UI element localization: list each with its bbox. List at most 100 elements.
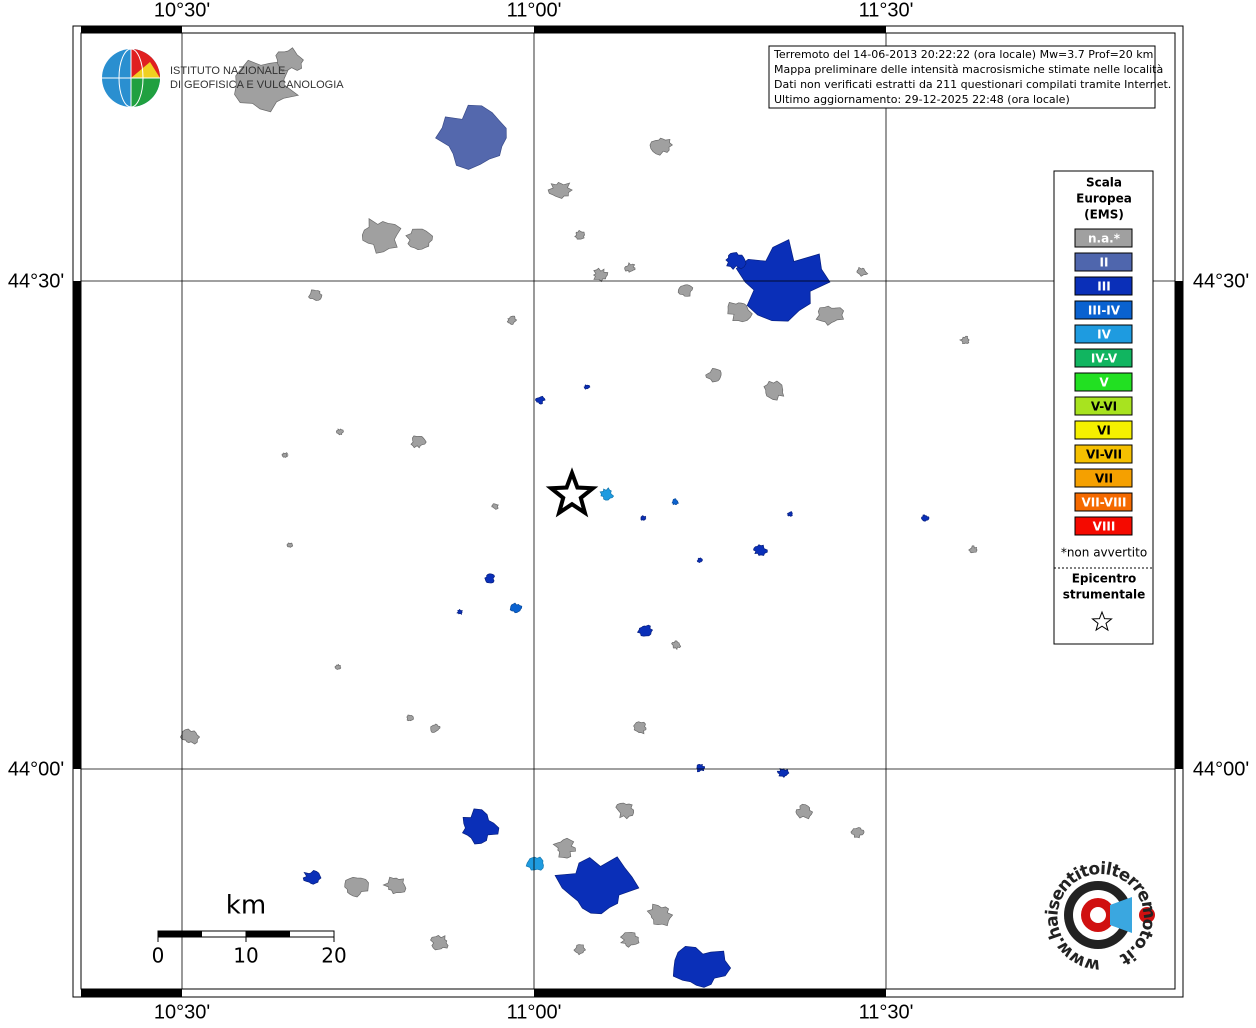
town <box>484 573 495 584</box>
lon-label: 11°00' <box>507 0 562 21</box>
town <box>361 218 402 254</box>
town <box>336 428 344 436</box>
info-box: Terremoto del 14-06-2013 20:22:22 (ora l… <box>768 45 1171 109</box>
town <box>850 827 865 839</box>
town <box>462 808 500 845</box>
town <box>727 301 753 323</box>
scale-bar: km 0 10 20 <box>152 891 347 968</box>
legend-label: VIII <box>1093 520 1116 534</box>
legend-label: V-VI <box>1091 400 1117 414</box>
town <box>856 266 869 277</box>
town <box>959 335 970 345</box>
town <box>615 802 634 820</box>
town <box>302 869 322 885</box>
legend-label: n.a.* <box>1088 232 1121 246</box>
town <box>735 239 831 322</box>
town <box>649 137 673 156</box>
town <box>506 315 518 325</box>
legend-swatch <box>1074 468 1133 488</box>
town <box>430 934 449 951</box>
town <box>763 380 785 401</box>
inner-frame <box>80 32 1176 990</box>
legend: Scala Europea (EMS) *non avvertito Epice… <box>1053 170 1154 645</box>
town <box>599 487 615 501</box>
town <box>677 284 694 297</box>
legend-label: VII <box>1095 472 1113 486</box>
lon-label: 11°00' <box>507 1001 562 1023</box>
info-line: Ultimo aggiornamento: 29-12-2025 22:48 (… <box>774 93 1070 106</box>
town <box>671 640 682 651</box>
legend-label: IV-V <box>1091 352 1118 366</box>
town <box>456 608 463 615</box>
town <box>525 856 544 871</box>
epicenter-symbol <box>1091 610 1113 632</box>
town <box>753 544 768 556</box>
town <box>705 368 722 383</box>
town <box>725 252 747 270</box>
town <box>509 602 523 614</box>
town <box>554 856 640 915</box>
town <box>179 728 201 745</box>
legend-title: (EMS) <box>1084 208 1124 222</box>
info-line: Terremoto del 14-06-2013 20:22:22 (ora l… <box>773 48 1153 61</box>
graticule <box>81 33 1175 989</box>
legend-swatch <box>1074 516 1133 536</box>
town <box>574 229 585 240</box>
town <box>636 624 654 637</box>
town <box>776 768 790 778</box>
legend-swatch <box>1074 492 1133 512</box>
town <box>672 946 732 988</box>
town <box>786 511 793 517</box>
legend-label: IV <box>1097 328 1111 342</box>
town <box>382 876 407 895</box>
legend-label: VI-VII <box>1086 448 1122 462</box>
town <box>671 498 680 506</box>
town <box>619 932 640 948</box>
lat-label: 44°00' <box>1193 758 1249 780</box>
legend-swatch <box>1074 300 1133 320</box>
lat-label: 44°30' <box>8 270 64 292</box>
town <box>430 723 441 733</box>
lon-label: 10°30' <box>154 1001 210 1023</box>
town <box>405 228 433 250</box>
legend-label: V <box>1099 376 1109 390</box>
website-logo: www.haisentitoilterremoto.it <box>1042 859 1159 976</box>
town <box>646 903 674 927</box>
info-line: Dati non verificati estratti da 211 ques… <box>774 78 1171 91</box>
scale-label: 0 <box>152 944 165 968</box>
legend-label: VII-VIII <box>1081 496 1126 510</box>
legend-swatch <box>1074 444 1133 464</box>
town <box>410 435 427 449</box>
town <box>344 877 369 898</box>
lon-label: 11°30' <box>859 0 914 21</box>
frame-bars <box>73 26 1183 997</box>
town <box>696 763 705 773</box>
legend-title: Scala <box>1086 176 1122 190</box>
legend-swatch <box>1074 252 1133 272</box>
town <box>275 47 304 72</box>
town <box>286 542 294 548</box>
lon-label: 10°30' <box>154 0 210 21</box>
town <box>334 663 342 670</box>
town <box>406 714 414 722</box>
town <box>624 262 636 273</box>
outer-frame <box>72 25 1184 998</box>
legend-label: III-IV <box>1088 304 1121 318</box>
epicenter-label: Epicentro <box>1072 572 1137 586</box>
ingv-logo: ISTITUTO NAZIONALE DI GEOFISICA E VULCAN… <box>102 48 344 108</box>
legend-label: II <box>1100 256 1109 270</box>
legend-swatch <box>1074 324 1133 344</box>
legend-label: III <box>1097 280 1110 294</box>
town <box>308 289 323 301</box>
scale-label: 20 <box>321 944 346 968</box>
legend-note: *non avvertito <box>1061 546 1147 560</box>
town <box>552 837 576 859</box>
legend-swatch <box>1074 228 1133 248</box>
epicenter-label: strumentale <box>1063 588 1146 602</box>
lat-label: 44°30' <box>1193 270 1249 292</box>
town <box>696 557 703 564</box>
town <box>573 944 587 956</box>
lon-label: 11°30' <box>859 1001 914 1023</box>
legend-swatch <box>1074 372 1133 392</box>
